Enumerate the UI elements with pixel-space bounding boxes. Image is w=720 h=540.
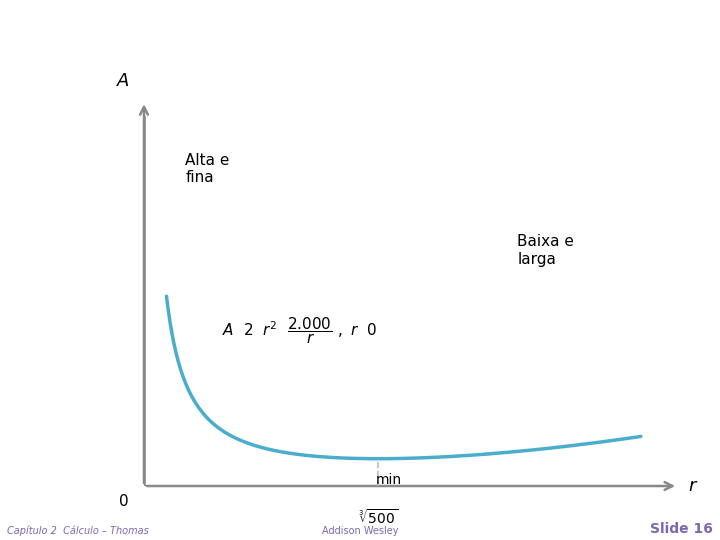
- Text: $0$: $0$: [118, 493, 129, 509]
- Text: Baixa e
larga: Baixa e larga: [517, 234, 574, 267]
- Text: $A$: $A$: [116, 72, 130, 90]
- Text: Alta e
fina: Alta e fina: [186, 153, 230, 186]
- Text: $r$: $r$: [688, 477, 698, 495]
- Text: $\sqrt[3]{500}$: $\sqrt[3]{500}$: [358, 508, 398, 527]
- Text: $A\ \ 2\ \ r^2\ \ \dfrac{2.000}{r}\ ,\ r\ \ 0$: $A\ \ 2\ \ r^2\ \ \dfrac{2.000}{r}\ ,\ r…: [222, 315, 377, 346]
- Text: Capítulo 2  Cálculo – Thomas: Capítulo 2 Cálculo – Thomas: [7, 525, 149, 536]
- Text: Addison Wesley: Addison Wesley: [322, 525, 398, 536]
- Text: Figura 3.46:  O gráfico de $A = 2\pi r^{\,2} + 2000/r$ é côncavo para
cima.: Figura 3.46: O gráfico de $A = 2\pi r^{\…: [9, 11, 546, 60]
- Text: min: min: [375, 474, 402, 488]
- Text: Slide 16: Slide 16: [650, 522, 713, 536]
